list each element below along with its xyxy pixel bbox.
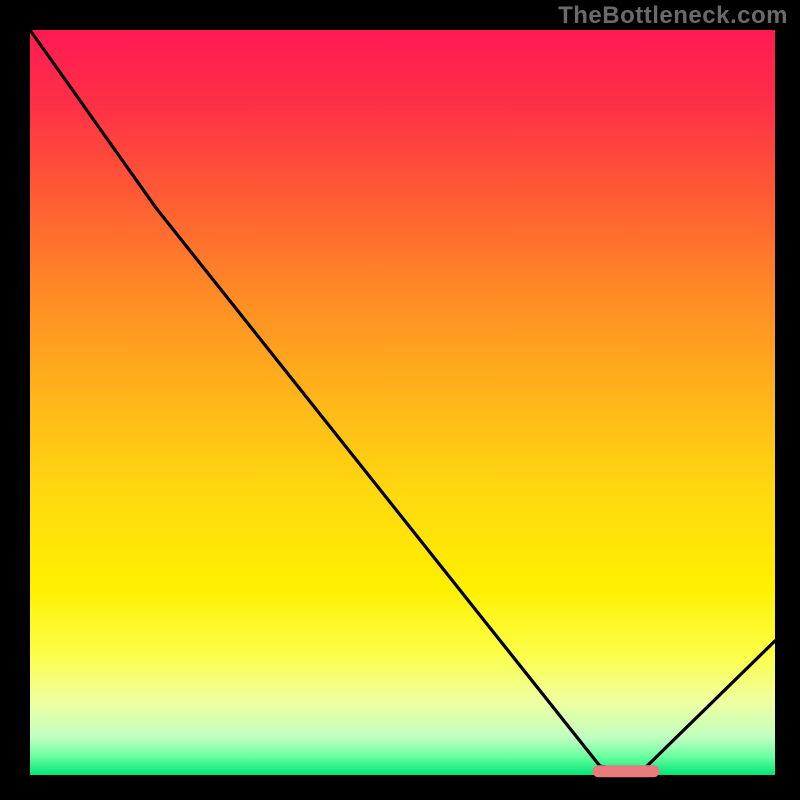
plot-svg (0, 0, 800, 800)
optimal-range-marker (592, 765, 659, 777)
chart-canvas: TheBottleneck.com (0, 0, 800, 800)
watermark-text: TheBottleneck.com (558, 2, 788, 30)
gradient-background (30, 30, 775, 775)
